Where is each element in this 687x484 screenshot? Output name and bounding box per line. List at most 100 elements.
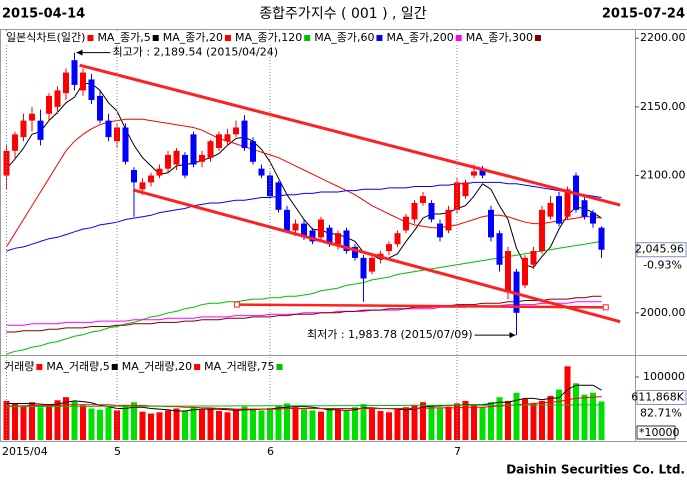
candle-body: [445, 209, 452, 231]
candle-body: [581, 200, 588, 217]
ma-line: [6, 295, 602, 333]
candle-body: [309, 230, 316, 242]
candle-body: [556, 196, 562, 224]
legend-label: MA_종가,120: [235, 31, 302, 44]
candle-body: [224, 134, 231, 142]
volume-bar: [46, 404, 52, 440]
trendline-handle: [602, 304, 609, 311]
volume-bar: [20, 405, 27, 440]
volume-bar: [403, 407, 409, 440]
candle-body: [598, 227, 605, 250]
candle-body: [267, 175, 273, 197]
change-label: -0.93%: [643, 259, 682, 272]
volume-bar: [505, 400, 511, 440]
legend-swatch: [276, 364, 283, 370]
candle-body: [496, 233, 503, 265]
candle-body: [131, 170, 137, 183]
legend-swatch: [152, 35, 159, 41]
trendline-handle: [233, 301, 240, 308]
candle-body: [326, 227, 333, 245]
legend-label: MA_종가,300: [466, 31, 533, 44]
candle-body: [148, 175, 154, 183]
volume-bar: [156, 412, 163, 440]
candle-body: [20, 120, 27, 138]
volume-bar: [131, 402, 137, 440]
candle-body: [173, 150, 180, 165]
legend-swatch: [224, 35, 231, 41]
volume-bar: [216, 411, 222, 440]
volume-bar: [241, 406, 248, 440]
volume-bar: [224, 412, 231, 440]
high-annotation: 최고가 : 2,189.54 (2015/04/24): [113, 46, 279, 59]
volume-bar: [369, 408, 375, 440]
price-label: 2,045.96: [635, 243, 684, 256]
unit-box: [636, 425, 676, 440]
volume-bar: [462, 400, 469, 440]
candle-body: [114, 127, 120, 142]
volume-bar: [581, 394, 588, 440]
volume-bar: [522, 399, 528, 440]
candle-body: [258, 168, 265, 176]
volume-bar: [88, 408, 95, 440]
volume-bar: [173, 408, 180, 440]
legend-label: MA_종가,20: [163, 31, 223, 44]
volume-bar: [148, 413, 154, 440]
candle-body: [122, 127, 129, 162]
candle-body: [505, 251, 511, 293]
candle-body: [80, 72, 86, 91]
footer: Daishin Securities Co. Ltd.: [506, 463, 685, 477]
volume-bar: [479, 407, 486, 440]
candle-body: [71, 60, 78, 85]
volume-panel: [3, 366, 605, 440]
x-tick-label: 7: [454, 445, 461, 458]
volume-ma-line: [6, 384, 602, 412]
candle-body: [428, 202, 435, 220]
candle-body: [12, 134, 18, 151]
candle-body: [29, 113, 35, 121]
price-panel: [3, 52, 621, 355]
annotation-arrow: [76, 49, 83, 56]
candle-body: [547, 202, 554, 217]
volume-bar: [335, 409, 341, 440]
candle-body: [420, 196, 426, 203]
volume-bar: [233, 409, 239, 440]
volume-bar: [139, 411, 146, 440]
volume-bar: [573, 383, 579, 440]
volume-bar: [513, 392, 520, 440]
candle-body: [530, 251, 537, 265]
volume-bar: [343, 411, 350, 440]
volume-bar: [71, 401, 78, 440]
volume-bar: [292, 407, 299, 440]
volume-bar: [122, 405, 129, 440]
unit-label: *10000: [639, 426, 680, 439]
start-date: 2015-04-14: [2, 7, 85, 22]
volume-bar: [488, 402, 494, 440]
legend-swatch: [304, 35, 311, 41]
volume-bar: [598, 401, 605, 440]
volume-bar: [496, 397, 503, 440]
volume-bar: [165, 410, 171, 440]
x-tick-label: 2015/04: [2, 445, 48, 458]
volume-ma-line: [6, 396, 602, 410]
y-tick-label: 2150.00: [640, 100, 686, 113]
x-tick-label: 5: [114, 445, 121, 458]
volume-bar: [199, 409, 205, 440]
volume-bar: [250, 408, 256, 440]
volume-bar: [29, 402, 35, 440]
candle-body: [275, 182, 282, 210]
trendline: [132, 188, 621, 324]
candle-body: [335, 233, 341, 245]
volume-bar: [301, 409, 307, 440]
volume-bar: [420, 402, 426, 440]
volume-bar: [530, 403, 537, 440]
candle-body: [522, 257, 528, 286]
legend-bg: [2, 31, 572, 45]
legend-label: MA_거래량,75: [204, 360, 274, 373]
candle-body: [301, 223, 307, 238]
volume-bar: [105, 407, 112, 440]
candle-body: [411, 202, 418, 220]
candle-body: [46, 95, 52, 114]
volume-bar: [539, 400, 545, 440]
legend-label: MA_종가,5: [97, 31, 150, 44]
volume-bar: [190, 407, 197, 440]
